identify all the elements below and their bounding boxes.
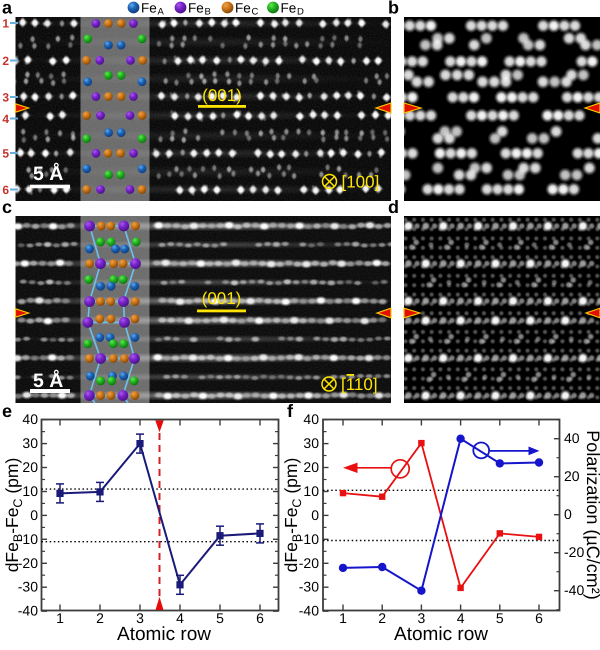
svg-text:[100]: [100]: [342, 173, 380, 192]
svg-text:1: 1: [56, 610, 64, 626]
svg-text:-10: -10: [299, 531, 319, 547]
svg-text:-40: -40: [299, 603, 319, 619]
svg-text:20: 20: [564, 468, 580, 484]
svg-text:30: 30: [303, 435, 319, 451]
svg-text:0: 0: [564, 506, 572, 522]
svg-text:dFeB-FeC (pm): dFeB-FeC (pm): [2, 458, 25, 573]
svg-text:5: 5: [2, 146, 9, 160]
svg-text:4: 4: [176, 610, 184, 626]
svg-text:Fe: Fe: [141, 0, 157, 15]
svg-text:5 Å: 5 Å: [33, 369, 63, 392]
svg-text:2: 2: [96, 610, 104, 626]
svg-text:Polarization (µC/cm²): Polarization (µC/cm²): [583, 430, 600, 599]
svg-text:Atomic row: Atomic row: [117, 624, 211, 645]
svg-text:B: B: [205, 6, 211, 17]
svg-text:4: 4: [457, 610, 465, 626]
svg-text:4: 4: [2, 112, 9, 126]
svg-text:D: D: [297, 6, 304, 17]
svg-text:C: C: [252, 6, 259, 17]
svg-text:30: 30: [22, 435, 38, 451]
svg-text:20: 20: [22, 459, 38, 475]
svg-text:6: 6: [535, 610, 543, 626]
svg-text:e: e: [2, 401, 12, 421]
svg-text:10: 10: [22, 483, 38, 499]
svg-text:1: 1: [339, 610, 347, 626]
svg-text:40: 40: [22, 411, 38, 427]
svg-text:dFeB-FeC (pm): dFeB-FeC (pm): [281, 458, 304, 573]
svg-text:Fe: Fe: [188, 0, 204, 15]
svg-text:0: 0: [311, 507, 319, 523]
svg-text:c: c: [2, 197, 12, 217]
svg-text:6: 6: [256, 610, 264, 626]
svg-text:f: f: [287, 401, 294, 421]
svg-text:5 Å: 5 Å: [33, 162, 63, 185]
svg-text:3: 3: [2, 90, 9, 104]
svg-text:5: 5: [496, 610, 504, 626]
svg-text:2: 2: [2, 54, 9, 68]
svg-text:-30: -30: [18, 579, 38, 595]
svg-text:Atomic row: Atomic row: [394, 624, 488, 645]
svg-text:3: 3: [418, 610, 426, 626]
svg-text:a: a: [2, 0, 13, 18]
svg-text:b: b: [388, 0, 399, 18]
svg-text:-20: -20: [299, 555, 319, 571]
svg-text:d: d: [388, 197, 399, 217]
svg-text:-40: -40: [18, 603, 38, 619]
svg-text:40: 40: [564, 430, 580, 446]
svg-text:Fe: Fe: [281, 0, 297, 15]
svg-text:A: A: [158, 6, 165, 17]
svg-text:2: 2: [378, 610, 386, 626]
svg-text:6: 6: [2, 183, 9, 197]
svg-text:5: 5: [216, 610, 224, 626]
svg-text:3: 3: [136, 610, 144, 626]
svg-text:(001): (001): [202, 289, 242, 308]
svg-text:Fe: Fe: [235, 0, 251, 15]
svg-text:-40: -40: [564, 582, 584, 598]
svg-text:0: 0: [30, 507, 38, 523]
svg-text:1: 1: [2, 16, 9, 30]
svg-text:-30: -30: [299, 579, 319, 595]
svg-text:10: 10: [303, 483, 319, 499]
svg-text:-10: -10: [18, 531, 38, 547]
svg-text:-20: -20: [18, 555, 38, 571]
svg-text:(001): (001): [202, 86, 242, 105]
svg-text:20: 20: [303, 459, 319, 475]
svg-text:40: 40: [303, 411, 319, 427]
svg-text:-20: -20: [564, 544, 584, 560]
svg-text:[110]: [110]: [341, 375, 378, 394]
